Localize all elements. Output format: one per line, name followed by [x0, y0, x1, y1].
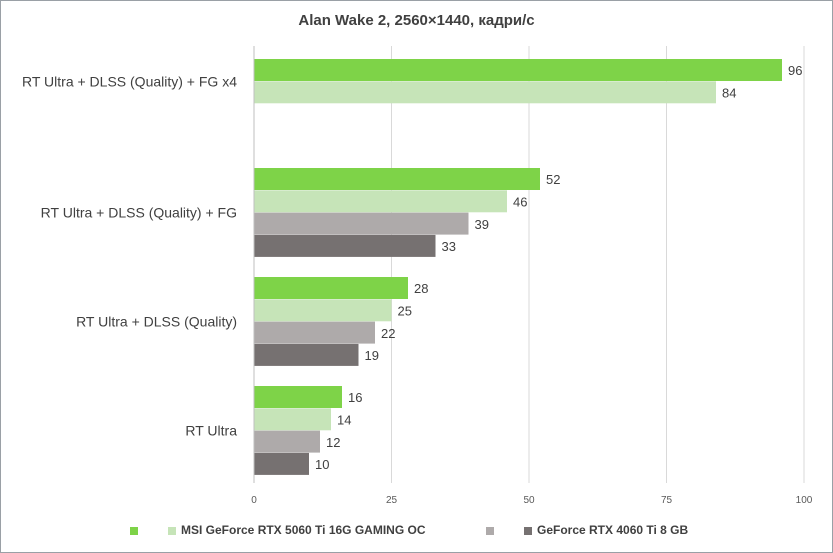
bar: [254, 59, 782, 81]
bar: [254, 386, 342, 408]
legend-swatch: [524, 527, 532, 535]
category-label: RT Ultra + DLSS (Quality): [76, 314, 237, 330]
x-tick-label: 75: [661, 495, 673, 506]
data-label: 14: [337, 412, 351, 427]
category-label: RT Ultra: [185, 423, 237, 439]
data-label: 10: [315, 457, 329, 472]
x-tick-label: 50: [523, 495, 535, 506]
bar: [254, 81, 716, 104]
bar: [254, 234, 436, 257]
bar: [254, 430, 320, 453]
chart-title: Alan Wake 2, 2560×1440, кадри/с: [298, 12, 535, 29]
legend-swatch: [486, 527, 494, 535]
chart-legend: MSI GeForce RTX 5060 Ti 16G GAMING OC GeF…: [0, 522, 833, 542]
x-tick-label: 100: [796, 495, 813, 506]
legend-swatch: [130, 527, 138, 535]
data-label: 96: [788, 63, 802, 78]
bar: [254, 452, 309, 475]
bar: [254, 190, 507, 213]
legend-swatch: [168, 527, 176, 535]
bar: [254, 321, 375, 344]
data-label: 28: [414, 281, 428, 296]
x-tick-label: 25: [386, 495, 398, 506]
data-label: 19: [365, 348, 379, 363]
bar: [254, 212, 469, 235]
category-label: RT Ultra + DLSS (Quality) + FG x4: [22, 73, 237, 89]
bar: [254, 299, 392, 322]
category-label: RT Ultra + DLSS (Quality) + FG: [41, 205, 237, 221]
data-label: 25: [398, 303, 412, 318]
data-label: 12: [326, 435, 340, 450]
bar: [254, 168, 540, 190]
data-label: 46: [513, 194, 527, 209]
legend-label: MSI GeForce RTX 5060 Ti 16G GAMING OC: [181, 523, 426, 537]
data-label: 16: [348, 390, 362, 405]
data-label: 52: [546, 172, 560, 187]
data-label: 39: [475, 217, 489, 232]
x-tick-label: 0: [251, 495, 257, 506]
bar: [254, 343, 359, 366]
data-label: 84: [722, 85, 736, 100]
data-label: 33: [442, 239, 456, 254]
data-label: 22: [381, 326, 395, 341]
bar: [254, 277, 408, 299]
bar: [254, 408, 331, 431]
legend-label: GeForce RTX 4060 Ti 8 GB: [537, 523, 689, 537]
